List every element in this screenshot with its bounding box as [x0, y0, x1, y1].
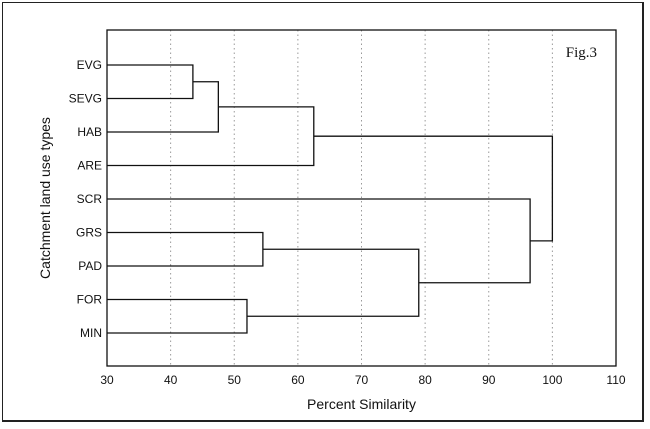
dendrogram-link-m6 [246, 248, 420, 317]
x-tick-label: 50 [228, 373, 242, 387]
dendrogram-link-m5 [107, 231, 264, 267]
leaf-label-min: MIN [80, 326, 102, 340]
leaf-label-scr: SCR [77, 192, 103, 206]
dendrogram-link-m3 [107, 106, 315, 167]
leaf-label-are: ARE [77, 159, 102, 173]
x-tick-label: 40 [164, 373, 178, 387]
y-axis-title: Catchment land use types [37, 117, 53, 279]
leaf-label-evg: EVG [77, 58, 102, 72]
figure-label: Fig.3 [566, 45, 597, 61]
x-axis-title: Percent Similarity [307, 396, 416, 412]
leaf-labels: EVG SEVG HAB ARE SCR GRS PAD FOR MIN [69, 58, 103, 340]
dendrogram-links [107, 64, 554, 334]
figure-frame [2, 2, 644, 422]
x-tick-label: 80 [418, 373, 432, 387]
x-tick-label: 110 [606, 373, 625, 387]
x-tick-label: 30 [100, 373, 114, 387]
leaf-label-sevg: SEVG [69, 92, 102, 106]
leaf-label-hab: HAB [77, 125, 102, 139]
dendrogram-link-m7 [107, 198, 531, 284]
leaf-label-for: FOR [77, 293, 103, 307]
x-tick-label: 60 [291, 373, 305, 387]
dendrogram-link-m4 [107, 298, 248, 334]
dendrogram-link-m1 [107, 64, 194, 100]
leaf-label-grs: GRS [76, 226, 102, 240]
x-tick-label: 90 [482, 373, 496, 387]
x-tick-labels: 30 40 50 60 70 80 90 100 110 [100, 373, 626, 387]
x-tick-label: 100 [542, 373, 562, 387]
plot-area [106, 29, 617, 367]
dendrogram-link-m8 [313, 135, 554, 242]
leaf-label-pad: PAD [78, 259, 102, 273]
dendrogram-link-m2 [107, 81, 219, 133]
x-tick-label: 70 [355, 373, 369, 387]
